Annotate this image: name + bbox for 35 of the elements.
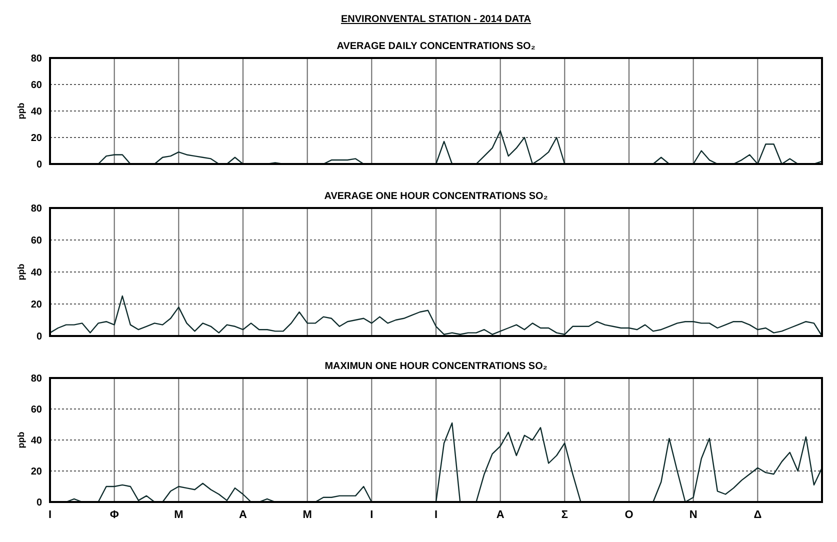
x-tick-label: Μ (302, 509, 312, 521)
y-axis-title: ppb (16, 431, 26, 448)
y-tick-label: 60 (30, 80, 42, 91)
x-tick-label: Μ (174, 509, 184, 521)
y-tick-label: 80 (30, 374, 42, 384)
x-tick-label: Ν (689, 509, 698, 521)
x-tick-label: Δ (754, 509, 762, 521)
y-axis-title: ppb (16, 263, 26, 280)
line-series (49, 295, 823, 337)
y-tick-label: 60 (30, 404, 42, 416)
x-tick-label: Σ (561, 509, 568, 521)
chart-subtitle: AVERAGE DAILY CONCENTRATIONS SO₂ (336, 41, 536, 52)
y-tick-label: 40 (30, 268, 42, 278)
x-tick-label: Α (239, 509, 248, 521)
x-tick-label: Ι (434, 509, 438, 521)
y-tick-label: 0 (36, 498, 42, 508)
y-tick-label: 80 (30, 204, 42, 214)
y-tick-label: 20 (30, 466, 42, 478)
x-tick-label: Ι (48, 509, 52, 521)
y-tick-label: 0 (36, 160, 42, 170)
chart-subtitle: AVERAGE ONE HOUR CONCENTRATIONS SO₂ (324, 191, 548, 202)
y-axis-title: ppb (16, 102, 26, 120)
y-tick-label: 20 (30, 300, 42, 310)
y-tick-label: 40 (30, 436, 42, 446)
x-tick-label: Α (496, 509, 504, 521)
y-tick-label: 20 (30, 133, 42, 144)
x-tick-label: Ι (370, 509, 374, 521)
chart-subtitle: MAXIMUN ONE HOUR CONCENTRATIONS SO₂ (324, 361, 548, 372)
y-tick-label: 40 (30, 106, 42, 118)
y-tick-label: 80 (30, 54, 42, 64)
x-tick-label: Ο (624, 509, 634, 521)
y-tick-label: 60 (30, 236, 42, 246)
chart-title: ENVIRONVENTAL STATION - 2014 DATA (340, 14, 532, 25)
y-tick-label: 0 (36, 332, 42, 342)
x-tick-label: Φ (110, 509, 119, 521)
